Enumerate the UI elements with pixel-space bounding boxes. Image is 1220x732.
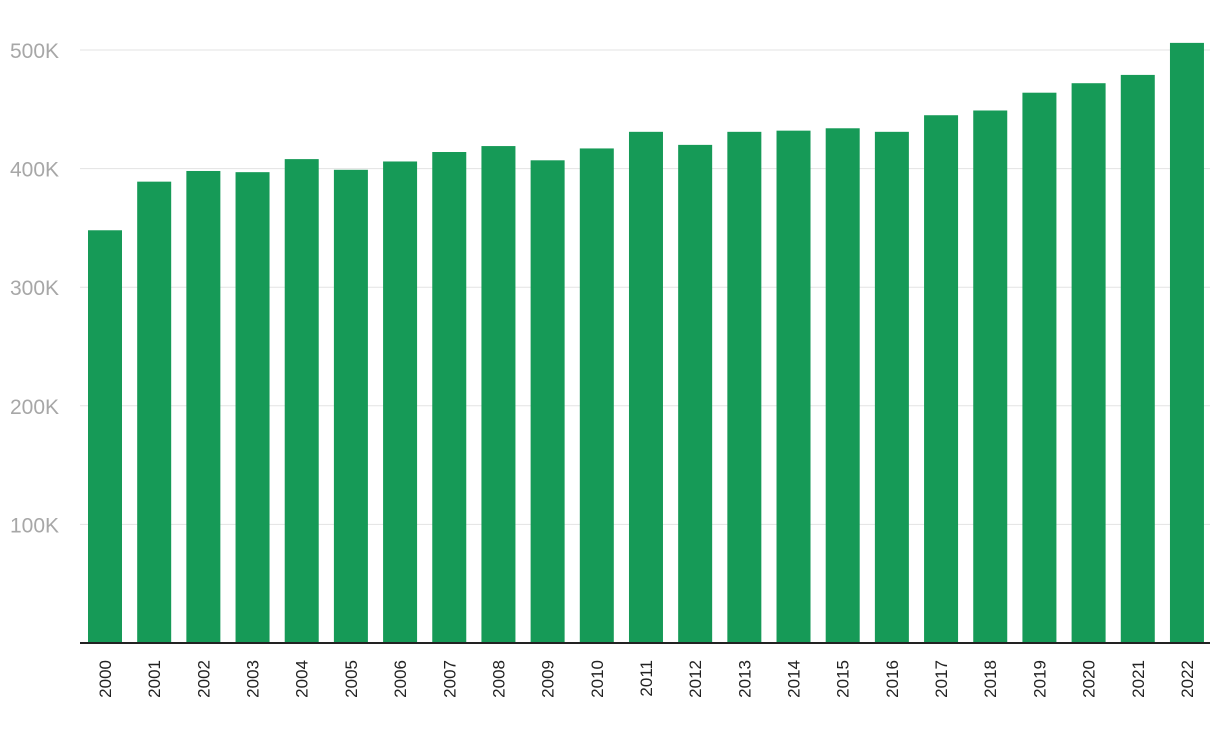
x-tick-label: 2017 [932,660,951,698]
bar-2014 [776,130,811,643]
x-tick-label: 2002 [194,660,213,698]
x-axis-ticks: 2000 2001 2002 2003 2004 2005 2006 2007 2008 2009… [96,660,1197,698]
x-tick-label: 2003 [244,660,263,698]
y-tick-label: 200K [10,396,59,419]
bar-2004 [284,159,319,644]
x-tick-label: 2001 [145,660,164,698]
bar-2015 [825,128,860,643]
y-tick-label: 500K [10,40,59,63]
x-tick-label: 2020 [1080,660,1099,698]
x-tick-label: 2004 [293,660,312,698]
y-tick-label: 400K [10,159,59,182]
x-tick-label: 2021 [1129,660,1148,698]
x-tick-label: 2007 [440,660,459,698]
x-tick-label: 2011 [637,660,656,697]
x-tick-label: 2009 [539,660,558,698]
x-tick-label: 2016 [883,660,902,698]
x-tick-label: 2008 [489,660,508,698]
bar-2018 [973,110,1008,644]
y-tick-label: 300K [10,277,59,300]
x-tick-label: 2000 [96,660,115,698]
bar-2017 [924,115,959,644]
y-tick-label: 100K [10,514,59,537]
x-tick-label: 2022 [1178,660,1197,698]
bar-2010 [579,148,614,643]
bars [88,42,1204,644]
x-tick-label: 2006 [391,660,410,698]
x-tick-label: 2012 [686,660,705,698]
bar-2000 [88,230,122,643]
bar-2009 [530,160,565,644]
x-tick-label: 2018 [981,660,1000,698]
bar-2006 [383,161,418,644]
bar-2005 [333,169,368,644]
y-axis-ticks: 100K 200K 300K 400K 500K [10,40,59,537]
bar-2002 [186,170,221,643]
x-tick-label: 2013 [735,660,754,698]
bar-2022 [1169,42,1204,643]
bar-2019 [1022,92,1057,643]
bar-2020 [1071,83,1106,643]
x-tick-label: 2010 [588,660,607,698]
x-tick-label: 2015 [834,660,853,698]
x-tick-label: 2014 [785,660,804,698]
x-tick-label: 2019 [1030,660,1049,698]
bar-2007 [432,152,467,643]
bar-2016 [874,131,909,643]
bar-2021 [1120,74,1155,643]
bar-2013 [727,131,762,643]
bar-2003 [235,172,270,643]
bar-2001 [137,181,172,643]
bar-2012 [678,144,713,643]
x-tick-label: 2005 [342,660,361,698]
bar-2008 [481,146,516,643]
bar-2011 [628,131,663,643]
